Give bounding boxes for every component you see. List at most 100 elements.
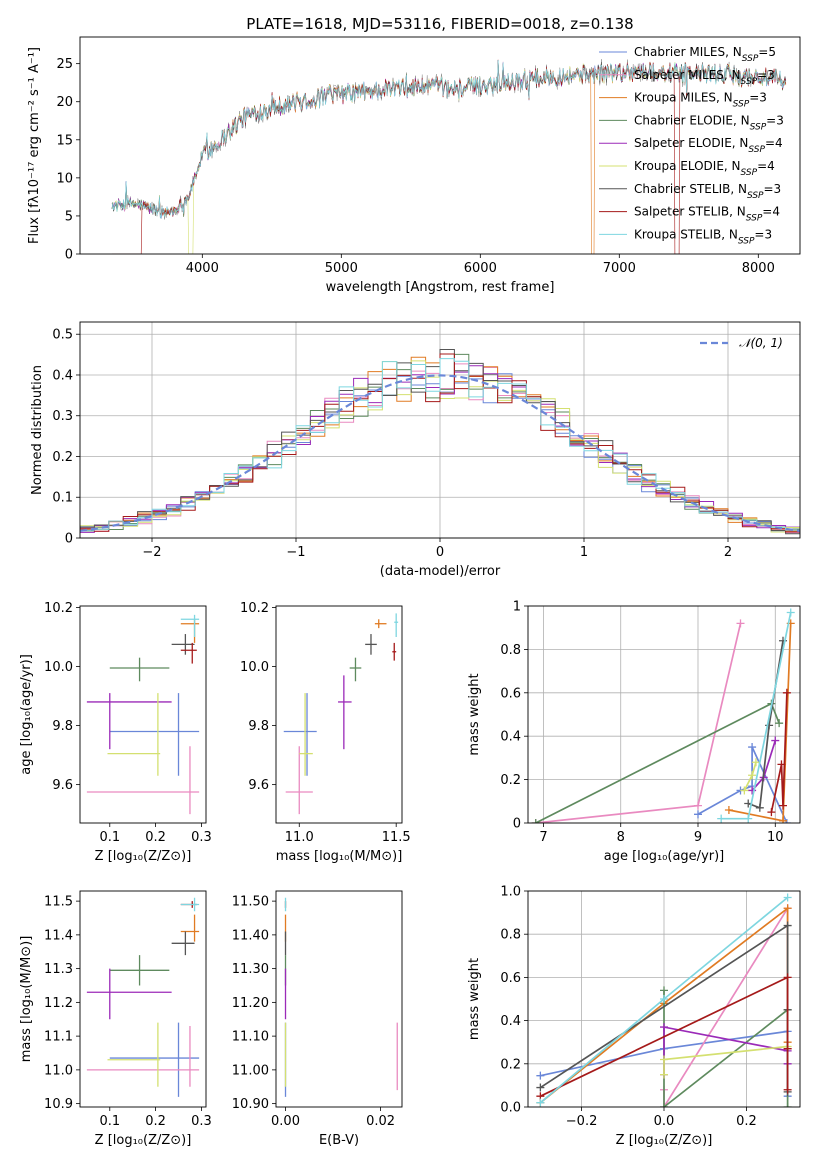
x-tick-label: 0.0 [654, 1114, 675, 1129]
errorbar-point-kroupa-stelib [394, 613, 399, 637]
x-tick-label: 0.1 [99, 830, 120, 845]
axes-frame [275, 605, 403, 824]
weight-marker [536, 1071, 545, 1080]
weight-marker [765, 721, 774, 730]
errorbar-point-kroupa-miles [180, 619, 200, 643]
y-tick-label: 0 [65, 248, 73, 263]
weight-marker [660, 1023, 668, 1032]
y-tick-label: 0.6 [500, 686, 521, 701]
legend-entry-subscript: SSP [733, 100, 750, 110]
y-tick-label: 0.3 [52, 409, 73, 424]
y-tick-label: 11.5 [44, 895, 73, 910]
weight-series-salpeter-stelib [767, 688, 791, 817]
legend-entry-text: Salpeter STELIB, N [634, 205, 746, 219]
legend-entry-label: Salpeter STELIB, NSSP=4 [634, 205, 780, 224]
y-tick-label: 0.1 [52, 491, 73, 506]
legend-entry-label: Chabrier MILES, NSSP=5 [634, 45, 776, 64]
residuals-y-axis-label: Normed distribution [30, 365, 45, 495]
y-tick-label: 10.0 [44, 660, 73, 675]
y-tick-label: 20 [56, 95, 73, 110]
errorbar-point-kroupa-miles [374, 619, 387, 629]
weight-marker [771, 736, 780, 745]
weight-marker [779, 801, 787, 810]
errorbar-point-chabrier-miles [109, 693, 200, 776]
legend-entry-label: Salpeter ELODIE, NSSP=4 [634, 136, 783, 155]
legend-entry-subscript: SSP [738, 236, 755, 246]
legend-entry-label: 𝒩(0, 1) [739, 336, 783, 350]
x-tick-label: 0 [436, 545, 444, 560]
weight-marker [660, 995, 668, 1003]
weight-series-kroupa-stelib [536, 893, 792, 1107]
x-tick-label: 6000 [464, 261, 497, 276]
weight-line [535, 623, 742, 823]
y-tick-label: 1 [513, 600, 521, 615]
mass-vs-Z-panel: 0.1 0.2 0.3 10.9 11.0 11.1 11.2 11.3 11.4 11.5 Z [… [19, 890, 212, 1148]
x-tick-label: 9 [694, 830, 702, 845]
y-tick-label: 9.8 [248, 719, 269, 734]
y-tick-label: 9.6 [248, 778, 269, 793]
y-tick-label: 10.0 [240, 660, 269, 675]
weight-marker [767, 808, 776, 817]
mass-vs-ebv-plot-area [284, 897, 398, 1097]
legend-entry-label: Kroupa ELODIE, NSSP=4 [634, 159, 775, 178]
x-tick-label: 0.1 [99, 1114, 120, 1129]
legend-entry-text: Kroupa ELODIE, N [634, 159, 741, 173]
weight-vs-age-y-axis-label: mass weight [467, 673, 482, 755]
y-tick-label: 10.9 [44, 1097, 73, 1112]
x-tick-label: 0.02 [366, 1114, 395, 1129]
legend-entry-label: Chabrier ELODIE, NSSP=3 [634, 113, 784, 132]
y-tick-label: 0.5 [52, 328, 73, 343]
age-vs-Z-y-axis-label: age [log₁₀(age/yr)] [19, 654, 34, 775]
legend-entry-text: Kroupa MILES, N [634, 91, 733, 105]
weight-marker [717, 814, 726, 823]
weight-marker [660, 1055, 668, 1064]
weight-marker [786, 608, 795, 617]
weight-marker [783, 1103, 792, 1107]
legend-entry-text: Chabrier ELODIE, N [634, 113, 750, 127]
weight-vs-age-plot-area [531, 608, 795, 823]
spectrum-y-axis-label: Flux [fλ10⁻¹⁷ erg cm⁻² s⁻¹ A⁻¹] [27, 47, 42, 244]
y-tick-label: 0 [65, 532, 73, 547]
y-tick-label: 0.8 [500, 643, 521, 658]
x-tick-label: 2 [724, 545, 732, 560]
weight-series-salpeter-stelib [536, 973, 792, 1101]
weight-marker [694, 810, 702, 819]
age-vs-mass-panel: 11.0 11.5 9.6 9.8 10.0 10.2 mass [log₁₀(M/M⊙)] [240, 601, 411, 864]
x-tick-label: 11.0 [285, 830, 314, 845]
x-tick-label: 8 [617, 830, 625, 845]
x-tick-label: −2 [142, 545, 161, 560]
weight-marker [536, 1083, 545, 1092]
y-tick-label: 0.0 [500, 1101, 521, 1116]
legend-entry-label: Chabrier STELIB, NSSP=3 [634, 182, 781, 201]
errorbar-point-salpeter-miles [285, 746, 313, 815]
x-tick-label: 4000 [186, 261, 219, 276]
weight-line [535, 702, 780, 823]
errorbar-point-salpeter-elodie [86, 968, 172, 1020]
axes-frame [275, 890, 403, 1108]
legend-entry-text: Salpeter ELODIE, N [634, 136, 748, 150]
legend-entry-value: =3 [754, 227, 772, 241]
weight-marker [724, 805, 733, 814]
weight-marker [751, 758, 760, 767]
spectrum-panel: 4000 5000 6000 7000 8000 0 5 10 15 20 25 wavelength… [27, 36, 801, 295]
weight-marker [694, 801, 702, 810]
legend-entry-value: =3 [749, 91, 767, 105]
weight-marker [736, 619, 745, 628]
weight-marker [748, 743, 757, 752]
legend-entry-text: Chabrier MILES, N [634, 45, 742, 59]
y-tick-label: 11.1 [44, 1030, 73, 1045]
y-tick-label: 11.2 [44, 996, 73, 1011]
legend-entry-subscript: SSP [748, 145, 765, 155]
weight-series-kroupa-elodie [740, 758, 760, 795]
weight-series-chabrier-elodie [531, 699, 784, 823]
mass-vs-Z-plot-area [86, 897, 200, 1097]
y-tick-label: 11.50 [232, 895, 269, 910]
residuals-legend: 𝒩(0, 1) [700, 336, 783, 350]
legend-entry-value: =3 [766, 113, 784, 127]
model-spectrum-kroupa-stelib [111, 60, 787, 219]
legend-entry-subscript: SSP [741, 168, 758, 178]
axes-frame [79, 890, 207, 1108]
weight-marker [740, 786, 749, 795]
legend-entry-subscript: SSP [741, 77, 758, 87]
